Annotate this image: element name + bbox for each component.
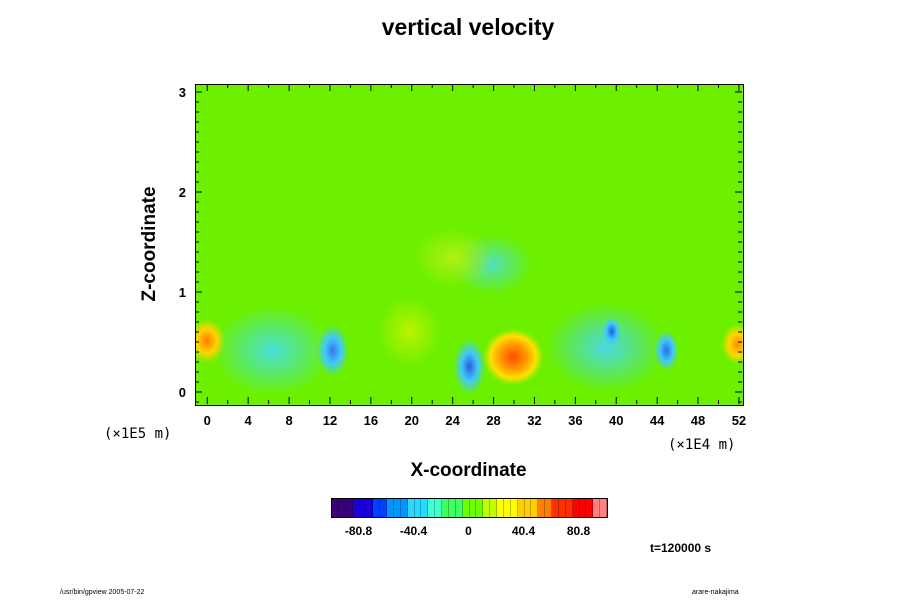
x-tick-label: 32 <box>527 413 541 428</box>
y-tick-label: 3 <box>179 85 186 100</box>
colorbar-swatch <box>490 499 497 517</box>
x-tick-label: 4 <box>245 413 253 428</box>
colorbar-swatch <box>531 499 539 517</box>
colorbar-tick-label: 0 <box>465 524 472 538</box>
colorbar-tick-label: -40.4 <box>399 524 428 538</box>
colorbar-swatch <box>428 499 436 517</box>
colorbar-swatch <box>421 499 429 517</box>
colorbar-swatch <box>483 499 491 517</box>
colorbar-swatch <box>359 499 367 517</box>
colorbar-swatch <box>579 499 587 517</box>
colorbar-swatch <box>455 499 463 517</box>
x-tick-label: 8 <box>285 413 292 428</box>
colorbar-swatch <box>510 499 518 517</box>
x-axis-label: X-coordinate <box>410 460 527 481</box>
colorbar-swatch <box>448 499 456 517</box>
x-tick-label: 48 <box>691 413 705 428</box>
x-tick-label: 28 <box>486 413 500 428</box>
colorbar-swatch <box>538 499 546 517</box>
colorbar-swatch <box>503 499 511 517</box>
x-tick-label: 24 <box>445 413 460 428</box>
colorbar-swatch <box>572 499 580 517</box>
x-tick-label: 20 <box>405 413 419 428</box>
y-tick-label: 1 <box>179 285 186 300</box>
colorbar-swatch <box>387 499 394 517</box>
colorbar-swatch <box>517 499 525 517</box>
colorbar-swatch <box>352 499 360 517</box>
heatmap-plot-area <box>195 84 744 406</box>
colorbar-swatch <box>593 499 601 517</box>
colorbar-swatch <box>586 499 594 517</box>
colorbar-swatch <box>469 499 477 517</box>
colorbar-swatch <box>435 499 442 517</box>
x-tick-label: 12 <box>323 413 337 428</box>
colorbar-tick-label: -80.8 <box>344 524 373 538</box>
colorbar-tick-label: 80.8 <box>566 524 591 538</box>
colorbar-swatch <box>545 499 552 517</box>
footer-right-text: arare-nakajima <box>692 589 739 596</box>
colorbar-swatch <box>373 499 381 517</box>
x-tick-label: 16 <box>364 413 378 428</box>
colorbar-swatch <box>565 499 573 517</box>
time-annotation: t=120000 s <box>650 541 712 555</box>
y-axis-unit: (×1E5 m) <box>104 426 172 442</box>
colorbar-swatch <box>338 499 346 517</box>
footer-left-text: /usr/bin/gpview 2005-07-22 <box>60 589 145 596</box>
colorbar-swatch <box>380 499 387 517</box>
x-tick-label: 40 <box>609 413 623 428</box>
chart-title: vertical velocity <box>381 14 555 40</box>
x-tick-label: 44 <box>650 413 665 428</box>
colorbar-swatch <box>476 499 484 517</box>
colorbar-swatch <box>400 499 408 517</box>
x-tick-label: 36 <box>568 413 582 428</box>
colorbar-swatch <box>332 499 339 517</box>
y-tick-label: 0 <box>179 385 186 400</box>
colorbar-swatch <box>407 499 415 517</box>
colorbar <box>331 498 608 518</box>
x-tick-label: 0 <box>204 413 211 428</box>
colorbar-swatch <box>345 499 353 517</box>
colorbar-swatch <box>366 499 374 517</box>
colorbar-swatch <box>524 499 532 517</box>
colorbar-swatch <box>600 499 607 517</box>
colorbar-swatch <box>497 499 504 517</box>
colorbar-swatch <box>462 499 470 517</box>
colorbar-swatch <box>442 499 449 517</box>
y-tick-label: 2 <box>179 185 186 200</box>
colorbar-swatch <box>558 499 566 517</box>
colorbar-swatch <box>393 499 401 517</box>
colorbar-swatch <box>414 499 422 517</box>
x-tick-label: 52 <box>732 413 746 428</box>
colorbar-tick-label: 40.4 <box>511 524 536 538</box>
y-axis-label: Z-coordinate <box>139 186 160 302</box>
colorbar-swatch <box>552 499 559 517</box>
x-axis-unit: (×1E4 m) <box>668 437 736 453</box>
